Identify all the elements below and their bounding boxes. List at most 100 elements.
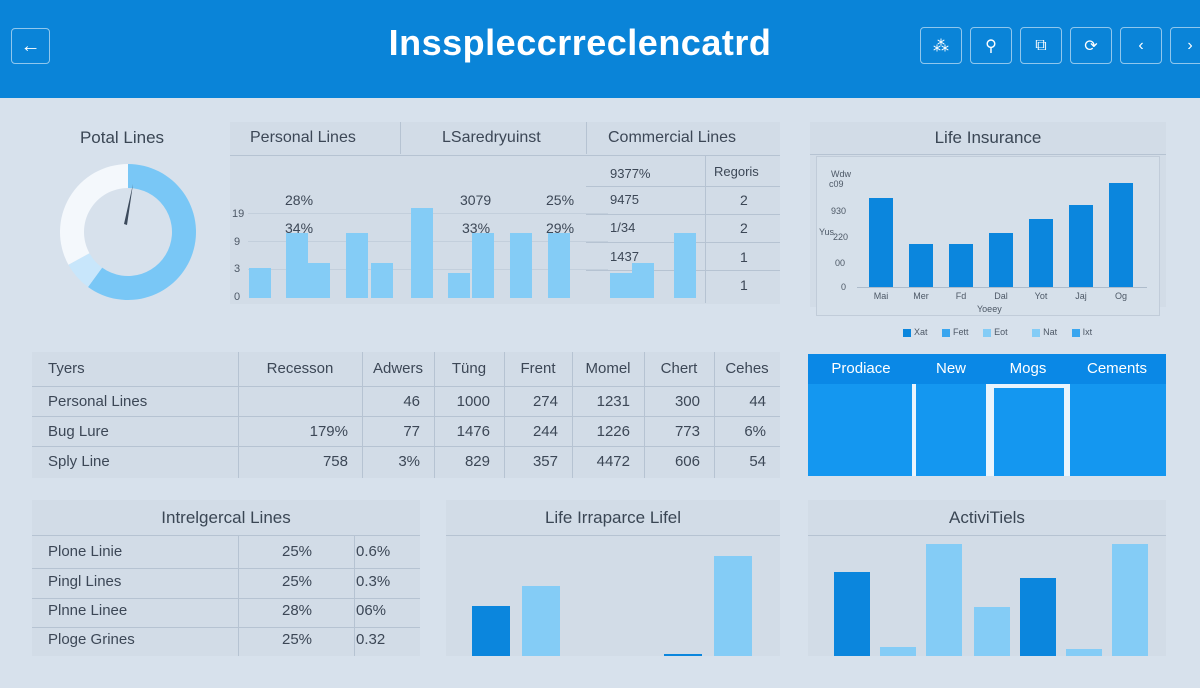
table-divider	[644, 352, 645, 478]
legend-item: Ixt	[1071, 327, 1092, 337]
chart-bar	[1066, 649, 1102, 656]
chart-bar	[472, 606, 510, 656]
x-tick: Mai	[873, 291, 889, 301]
life-irrapance-bars	[446, 500, 780, 656]
x-tick: Mer	[913, 291, 929, 301]
table-cell: 0.6%	[356, 543, 391, 560]
sync-button[interactable]: ⟳	[1070, 27, 1112, 64]
table-cell: 179%	[309, 423, 348, 440]
column-header[interactable]: Tüng	[451, 360, 487, 377]
table-cell: 4472	[596, 453, 630, 470]
row-label: Ploge Grines	[48, 631, 135, 648]
tab-mogs-selection	[990, 384, 1068, 476]
table-divider	[32, 386, 780, 387]
table-cell: 1000	[456, 393, 490, 410]
value-cell: 33%	[462, 220, 491, 236]
back-button[interactable]: ←	[11, 28, 50, 64]
column-header[interactable]: Recesson	[266, 360, 334, 377]
activities-title: ActiviTiels	[949, 508, 1025, 527]
value-cell: 1437	[610, 249, 639, 264]
prev-button[interactable]: ‹	[1120, 27, 1162, 64]
chart-bar	[1029, 219, 1053, 287]
column-header[interactable]: Momel	[585, 360, 631, 377]
table-divider	[572, 352, 573, 478]
y-tick: 9	[234, 236, 241, 248]
tab-prodiace[interactable]: Prodiace	[831, 360, 891, 377]
personal-lines-panel: Personal Lines LSaredryuinst Commercial …	[230, 122, 780, 304]
x-tick: Og	[1114, 291, 1127, 301]
value-cell: 3079	[460, 192, 492, 208]
donut-slice	[68, 253, 103, 288]
interregional-panel: Intrelgercal Lines Plone Linie 25% 0.6% Pin…	[32, 500, 420, 656]
table-cell: 1476	[456, 423, 490, 440]
chart-bar	[522, 586, 560, 656]
chart-bar	[472, 233, 494, 298]
chart-bar	[880, 647, 916, 656]
chart-bar	[869, 197, 893, 287]
tab-cements[interactable]: Cements	[1086, 360, 1148, 377]
image-edit-icon: ⧉	[1035, 36, 1047, 54]
top-bar: ← Insspleccrreclencatrd ⁂ ⚲ ⧉ ⟳ ‹ ›	[0, 0, 1200, 98]
value-cell: 9377%	[610, 166, 651, 181]
y-tick: 00	[835, 258, 846, 268]
chart-bar	[974, 606, 1010, 656]
column-header[interactable]: Adwers	[372, 360, 424, 377]
lsaredryuinst-title: LSaredryuinst	[442, 129, 541, 146]
life-irrapance-title: Life Irraparce Lifel	[544, 508, 682, 527]
chevron-left-icon: ‹	[1138, 36, 1144, 54]
personal-lines-title: Personal Lines	[250, 129, 356, 146]
y-tick: 0	[841, 282, 847, 292]
donut-slice	[59, 164, 128, 265]
life-insurance-bars: Mai Mer Fd Dal Yot Jaj Og	[817, 157, 1161, 317]
table-cell: 25%	[282, 543, 313, 560]
x-tick: Yot	[1034, 291, 1048, 301]
y-tick: 3	[234, 263, 241, 275]
chart-bar	[411, 208, 433, 298]
org-chart-icon: ⁂	[933, 37, 949, 55]
tab-new[interactable]: New	[935, 360, 966, 377]
y-tick: 930	[831, 206, 847, 216]
org-chart-button[interactable]: ⁂	[920, 27, 962, 64]
search-button[interactable]: ⚲	[970, 27, 1012, 64]
column-header[interactable]: Frent	[520, 360, 556, 377]
chart-bar	[632, 263, 654, 298]
report-count: 2	[740, 192, 748, 208]
legend-item: Fett	[942, 327, 969, 337]
types-table	[32, 352, 780, 478]
chart-bar	[989, 233, 1013, 287]
table-cell: 758	[322, 453, 348, 470]
chart-bar	[308, 263, 330, 298]
report-count: 1	[740, 277, 748, 293]
report-count: 1	[740, 249, 748, 265]
total-lines-panel: Potal Lines	[32, 122, 212, 312]
value-cell: 1/34	[610, 220, 636, 235]
table-cell: 274	[532, 393, 558, 410]
activities-panel: ActiviTiels	[808, 500, 1166, 656]
table-divider	[32, 627, 420, 628]
table-divider	[32, 568, 420, 569]
chart-bar	[949, 244, 973, 287]
next-button[interactable]: ›	[1170, 27, 1200, 64]
table-divider	[362, 352, 363, 478]
image-edit-button[interactable]: ⧉	[1020, 27, 1062, 64]
tab-mogs[interactable]: Mogs	[1009, 360, 1047, 377]
chevron-right-icon: ›	[1187, 36, 1193, 54]
table-divider	[238, 352, 239, 478]
column-header[interactable]: Cehes	[725, 360, 769, 377]
table-cell: 77	[403, 423, 420, 440]
column-header[interactable]: Tyers	[48, 360, 85, 377]
life-insurance-legend: Xat Fett Eot Nat Ixt	[903, 327, 1092, 337]
table-cell: 3%	[398, 453, 420, 470]
table-cell: 0.32	[356, 631, 386, 648]
life-irrapance-panel: Life Irraparce Lifel	[446, 500, 780, 656]
table-divider	[32, 416, 780, 417]
table-cell: 28%	[282, 602, 313, 619]
donut-slice	[88, 164, 197, 300]
y-tick: 19	[232, 208, 245, 220]
chart-bar	[548, 233, 570, 298]
table-cell: 25%	[282, 631, 313, 648]
column-header[interactable]: Chert	[660, 360, 698, 377]
activities-bars	[808, 500, 1166, 656]
chart-bar	[1109, 183, 1133, 287]
row-label: Bug Lure	[48, 423, 109, 440]
